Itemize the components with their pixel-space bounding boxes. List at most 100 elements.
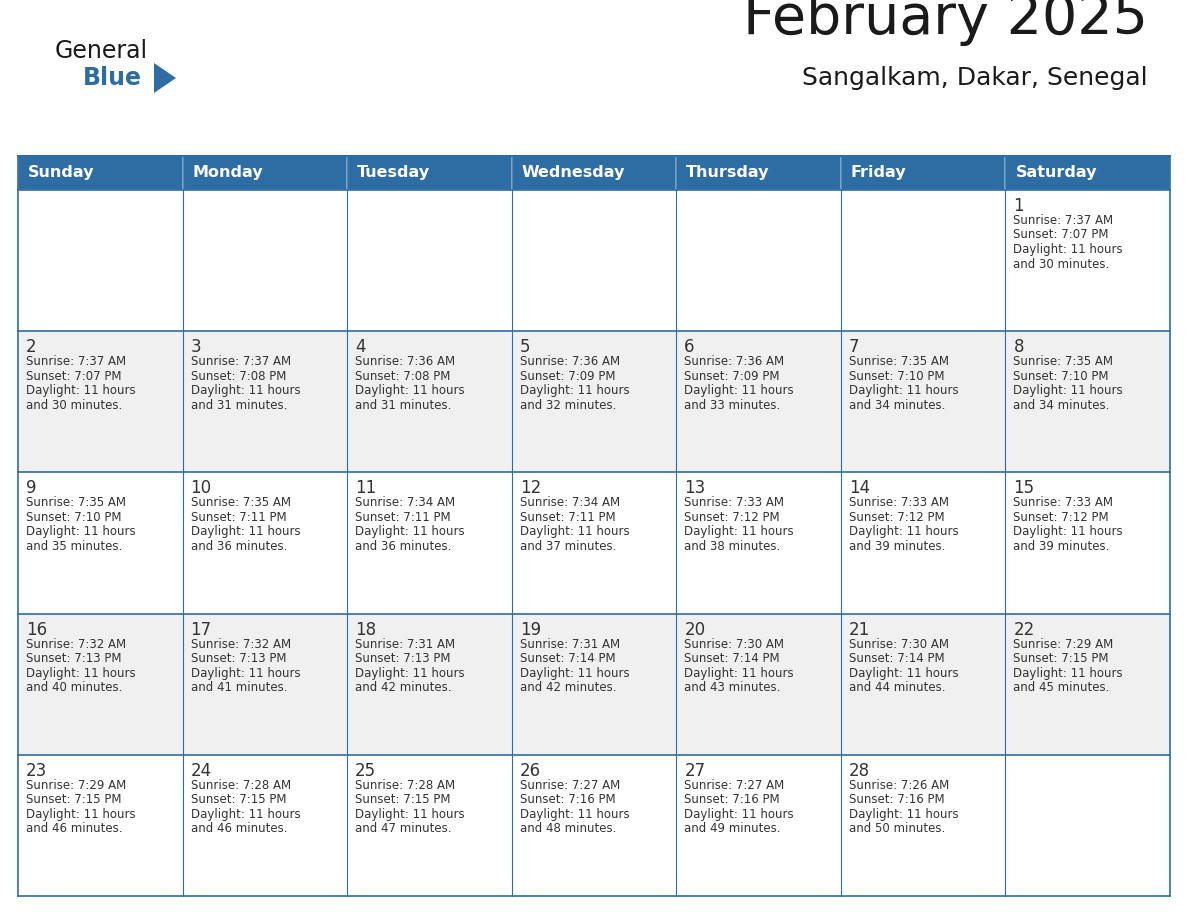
- Text: Daylight: 11 hours: Daylight: 11 hours: [684, 666, 794, 679]
- Text: Daylight: 11 hours: Daylight: 11 hours: [849, 666, 959, 679]
- Bar: [676, 190, 841, 331]
- Bar: [183, 190, 347, 331]
- Text: Sangalkam, Dakar, Senegal: Sangalkam, Dakar, Senegal: [802, 66, 1148, 90]
- Text: Blue: Blue: [83, 66, 143, 90]
- Text: Daylight: 11 hours: Daylight: 11 hours: [519, 808, 630, 821]
- Text: Daylight: 11 hours: Daylight: 11 hours: [26, 385, 135, 397]
- Text: Daylight: 11 hours: Daylight: 11 hours: [1013, 525, 1123, 538]
- Text: 10: 10: [190, 479, 211, 498]
- Text: and 31 minutes.: and 31 minutes.: [190, 398, 287, 411]
- Text: and 33 minutes.: and 33 minutes.: [684, 398, 781, 411]
- Text: Daylight: 11 hours: Daylight: 11 hours: [1013, 243, 1123, 256]
- Text: and 42 minutes.: and 42 minutes.: [519, 681, 617, 694]
- Text: Daylight: 11 hours: Daylight: 11 hours: [355, 808, 465, 821]
- Text: and 30 minutes.: and 30 minutes.: [26, 398, 122, 411]
- Bar: [347, 613, 512, 755]
- Text: Sunset: 7:11 PM: Sunset: 7:11 PM: [519, 511, 615, 524]
- Text: Sunrise: 7:30 AM: Sunrise: 7:30 AM: [684, 638, 784, 651]
- Text: Daylight: 11 hours: Daylight: 11 hours: [190, 808, 301, 821]
- Bar: [512, 331, 676, 473]
- Bar: [1005, 190, 1170, 331]
- Text: and 38 minutes.: and 38 minutes.: [684, 540, 781, 553]
- Text: 26: 26: [519, 762, 541, 779]
- Text: and 40 minutes.: and 40 minutes.: [26, 681, 122, 694]
- Text: and 41 minutes.: and 41 minutes.: [190, 681, 287, 694]
- Text: Sunrise: 7:26 AM: Sunrise: 7:26 AM: [849, 778, 949, 792]
- Text: Sunrise: 7:36 AM: Sunrise: 7:36 AM: [519, 355, 620, 368]
- Bar: [841, 613, 1005, 755]
- Bar: [1005, 613, 1170, 755]
- Text: and 37 minutes.: and 37 minutes.: [519, 540, 617, 553]
- Text: Daylight: 11 hours: Daylight: 11 hours: [519, 525, 630, 538]
- Text: Friday: Friday: [851, 165, 906, 181]
- Text: Sunrise: 7:34 AM: Sunrise: 7:34 AM: [355, 497, 455, 509]
- Text: Sunset: 7:15 PM: Sunset: 7:15 PM: [1013, 652, 1108, 666]
- Bar: [676, 755, 841, 896]
- Text: General: General: [55, 39, 148, 63]
- Text: Sunset: 7:12 PM: Sunset: 7:12 PM: [849, 511, 944, 524]
- Text: Daylight: 11 hours: Daylight: 11 hours: [190, 666, 301, 679]
- Text: and 44 minutes.: and 44 minutes.: [849, 681, 946, 694]
- Bar: [512, 190, 676, 331]
- Text: Daylight: 11 hours: Daylight: 11 hours: [190, 525, 301, 538]
- Text: Daylight: 11 hours: Daylight: 11 hours: [519, 385, 630, 397]
- Text: Daylight: 11 hours: Daylight: 11 hours: [355, 666, 465, 679]
- Text: Daylight: 11 hours: Daylight: 11 hours: [849, 385, 959, 397]
- Text: Daylight: 11 hours: Daylight: 11 hours: [519, 666, 630, 679]
- Text: Daylight: 11 hours: Daylight: 11 hours: [684, 808, 794, 821]
- Text: and 46 minutes.: and 46 minutes.: [190, 823, 287, 835]
- Polygon shape: [154, 63, 176, 93]
- Text: Daylight: 11 hours: Daylight: 11 hours: [26, 666, 135, 679]
- Text: and 50 minutes.: and 50 minutes.: [849, 823, 946, 835]
- Text: 24: 24: [190, 762, 211, 779]
- Text: Sunrise: 7:30 AM: Sunrise: 7:30 AM: [849, 638, 949, 651]
- Text: 6: 6: [684, 338, 695, 356]
- Bar: [841, 331, 1005, 473]
- Bar: [841, 473, 1005, 613]
- Text: Sunset: 7:11 PM: Sunset: 7:11 PM: [190, 511, 286, 524]
- Text: Sunset: 7:10 PM: Sunset: 7:10 PM: [1013, 370, 1108, 383]
- Text: Sunrise: 7:32 AM: Sunrise: 7:32 AM: [26, 638, 126, 651]
- Text: and 30 minutes.: and 30 minutes.: [1013, 258, 1110, 271]
- Text: 13: 13: [684, 479, 706, 498]
- Text: Daylight: 11 hours: Daylight: 11 hours: [684, 525, 794, 538]
- Text: 23: 23: [26, 762, 48, 779]
- Text: Sunrise: 7:31 AM: Sunrise: 7:31 AM: [519, 638, 620, 651]
- Text: 17: 17: [190, 621, 211, 639]
- Text: Sunrise: 7:28 AM: Sunrise: 7:28 AM: [355, 778, 455, 792]
- Text: 12: 12: [519, 479, 541, 498]
- Bar: [347, 331, 512, 473]
- Text: Sunset: 7:09 PM: Sunset: 7:09 PM: [684, 370, 779, 383]
- Text: Sunrise: 7:27 AM: Sunrise: 7:27 AM: [519, 778, 620, 792]
- Text: Sunrise: 7:29 AM: Sunrise: 7:29 AM: [1013, 638, 1113, 651]
- Text: 14: 14: [849, 479, 870, 498]
- Text: Daylight: 11 hours: Daylight: 11 hours: [26, 808, 135, 821]
- Text: Sunset: 7:14 PM: Sunset: 7:14 PM: [684, 652, 779, 666]
- Text: Sunrise: 7:32 AM: Sunrise: 7:32 AM: [190, 638, 291, 651]
- Text: Sunrise: 7:28 AM: Sunrise: 7:28 AM: [190, 778, 291, 792]
- Text: 5: 5: [519, 338, 530, 356]
- Text: and 39 minutes.: and 39 minutes.: [1013, 540, 1110, 553]
- Bar: [347, 190, 512, 331]
- Text: and 45 minutes.: and 45 minutes.: [1013, 681, 1110, 694]
- Bar: [183, 331, 347, 473]
- Bar: [18, 156, 183, 190]
- Text: Sunrise: 7:36 AM: Sunrise: 7:36 AM: [684, 355, 784, 368]
- Bar: [1005, 473, 1170, 613]
- Text: Tuesday: Tuesday: [358, 165, 430, 181]
- Text: Sunset: 7:12 PM: Sunset: 7:12 PM: [1013, 511, 1110, 524]
- Bar: [18, 613, 183, 755]
- Text: Daylight: 11 hours: Daylight: 11 hours: [355, 525, 465, 538]
- Bar: [841, 755, 1005, 896]
- Text: Sunset: 7:12 PM: Sunset: 7:12 PM: [684, 511, 779, 524]
- Text: Sunset: 7:16 PM: Sunset: 7:16 PM: [849, 793, 944, 806]
- Text: Sunset: 7:13 PM: Sunset: 7:13 PM: [190, 652, 286, 666]
- Bar: [18, 331, 183, 473]
- Text: and 32 minutes.: and 32 minutes.: [519, 398, 617, 411]
- Text: 19: 19: [519, 621, 541, 639]
- Bar: [18, 473, 183, 613]
- Bar: [347, 473, 512, 613]
- Text: Daylight: 11 hours: Daylight: 11 hours: [26, 525, 135, 538]
- Text: 28: 28: [849, 762, 870, 779]
- Text: Sunset: 7:10 PM: Sunset: 7:10 PM: [26, 511, 121, 524]
